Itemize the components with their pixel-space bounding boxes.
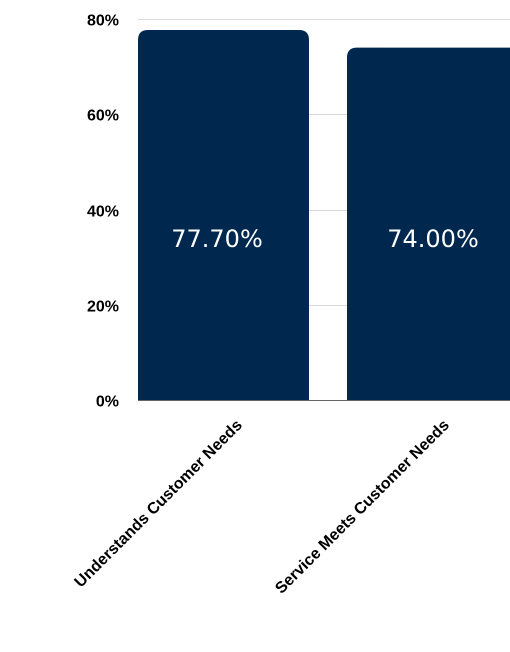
y-tick-label: 20% (87, 299, 119, 316)
x-tick-label: Understands Customer Needs (72, 417, 246, 591)
y-tick-label: 40% (87, 204, 119, 221)
y-tick-label: 60% (87, 108, 119, 125)
x-axis-ticks: Understands Customer Needs Service Meets … (72, 417, 453, 598)
bar-2 (347, 47, 510, 400)
bar-data-label: 77.70% (171, 225, 263, 253)
bars (138, 29, 510, 401)
bar-data-label: 74.00% (387, 225, 479, 253)
y-tick-label: 0% (96, 394, 119, 411)
x-tick-label: Service Meets Customer Needs (272, 417, 453, 598)
bar-1 (138, 29, 309, 401)
y-axis-ticks: 0% 20% 40% 60% 80% (87, 13, 119, 411)
bar-data-labels: 77.70% 74.00% (171, 225, 479, 253)
y-tick-label: 80% (87, 13, 119, 30)
